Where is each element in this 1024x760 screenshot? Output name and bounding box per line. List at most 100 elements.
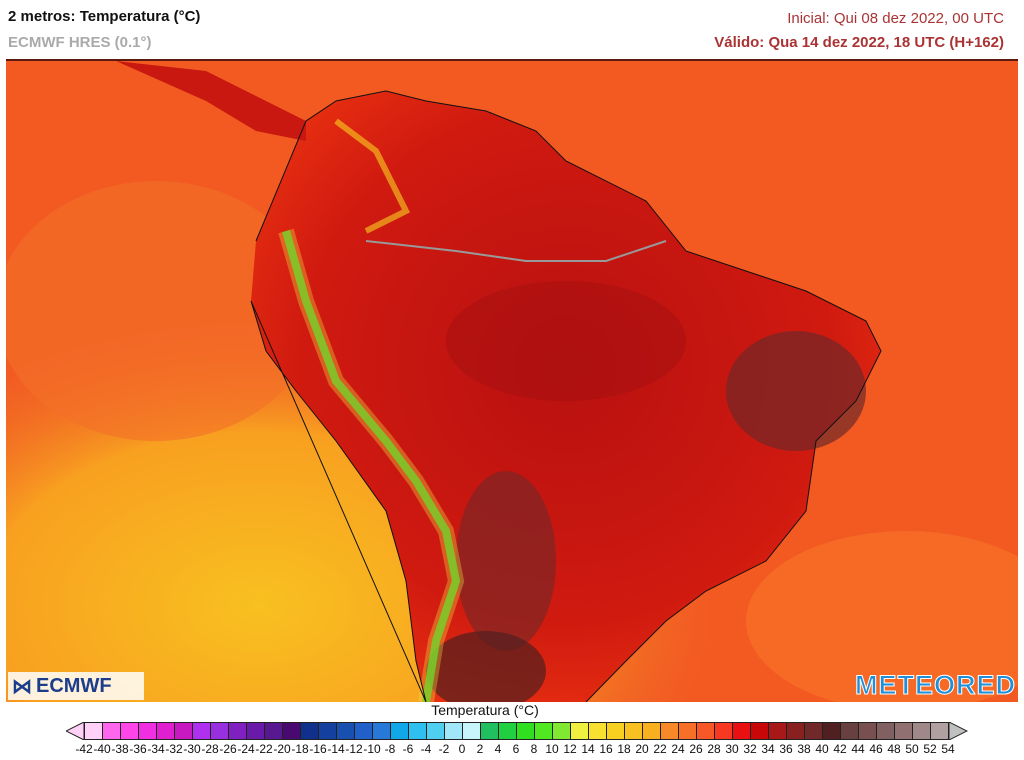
legend-label: 30 xyxy=(725,742,739,756)
legend-swatch xyxy=(769,723,787,739)
legend-label: 38 xyxy=(797,742,811,756)
legend-swatch xyxy=(715,723,733,739)
temperature-field xyxy=(6,61,1018,702)
legend-label: 26 xyxy=(689,742,703,756)
legend-swatch xyxy=(139,723,157,739)
legend-swatch xyxy=(103,723,121,739)
legend-label: -10 xyxy=(363,742,381,756)
legend-label: -16 xyxy=(309,742,327,756)
legend-label: 34 xyxy=(761,742,775,756)
legend-label: 46 xyxy=(869,742,883,756)
legend-label: 6 xyxy=(512,742,520,756)
legend-label: -20 xyxy=(273,742,291,756)
legend-label: 2 xyxy=(476,742,484,756)
legend-bar xyxy=(84,722,949,740)
legend-swatch xyxy=(607,723,625,739)
meteored-logo: METEORED xyxy=(854,670,1016,701)
legend-swatch xyxy=(121,723,139,739)
legend-over-arrow xyxy=(949,722,968,740)
legend-swatch xyxy=(517,723,535,739)
legend-swatch xyxy=(841,723,859,739)
legend-swatch xyxy=(193,723,211,739)
temperature-map[interactable] xyxy=(6,59,1018,702)
legend-swatch xyxy=(211,723,229,739)
legend-label: 32 xyxy=(743,742,757,756)
legend-swatch xyxy=(553,723,571,739)
legend-label: -2 xyxy=(438,742,450,756)
legend-label: -14 xyxy=(327,742,345,756)
legend-label: 12 xyxy=(563,742,577,756)
legend-swatch xyxy=(643,723,661,739)
legend-swatch xyxy=(805,723,823,739)
legend-label: -18 xyxy=(291,742,309,756)
legend-swatch xyxy=(733,723,751,739)
legend-label: 0 xyxy=(458,742,466,756)
legend-swatch xyxy=(697,723,715,739)
legend-label: 52 xyxy=(923,742,937,756)
legend-label: -8 xyxy=(384,742,396,756)
legend-label: 28 xyxy=(707,742,721,756)
legend-label: -12 xyxy=(345,742,363,756)
legend-swatch xyxy=(265,723,283,739)
legend-label: -36 xyxy=(129,742,147,756)
legend-swatch xyxy=(859,723,877,739)
legend-swatch xyxy=(445,723,463,739)
legend-label: 18 xyxy=(617,742,631,756)
ecmwf-logo-text: ECMWF xyxy=(36,674,112,697)
ecmwf-emblem-icon: ⋈ xyxy=(12,675,32,698)
legend-label: 14 xyxy=(581,742,595,756)
legend-swatch xyxy=(247,723,265,739)
legend-label: -24 xyxy=(237,742,255,756)
legend-swatch xyxy=(283,723,301,739)
legend-label: -30 xyxy=(183,742,201,756)
valid-time: Válido: Qua 14 dez 2022, 18 UTC (H+162) xyxy=(714,34,1004,51)
legend-swatch xyxy=(877,723,895,739)
legend-label: 10 xyxy=(545,742,559,756)
legend-swatch xyxy=(229,723,247,739)
legend-swatch xyxy=(463,723,481,739)
legend-label: 16 xyxy=(599,742,613,756)
legend-label: 22 xyxy=(653,742,667,756)
legend-swatch xyxy=(661,723,679,739)
legend-label: -6 xyxy=(402,742,414,756)
legend-label: -28 xyxy=(201,742,219,756)
legend-label: 36 xyxy=(779,742,793,756)
legend-label: 40 xyxy=(815,742,829,756)
legend-label: 24 xyxy=(671,742,685,756)
legend-label: -40 xyxy=(93,742,111,756)
legend-label: 48 xyxy=(887,742,901,756)
legend-swatch xyxy=(679,723,697,739)
legend-swatch xyxy=(787,723,805,739)
legend-label: -42 xyxy=(75,742,93,756)
legend-title: Temperatura (°C) xyxy=(431,702,539,718)
legend-label: -32 xyxy=(165,742,183,756)
legend-swatch xyxy=(301,723,319,739)
legend-swatch xyxy=(85,723,103,739)
legend-label: -4 xyxy=(420,742,432,756)
legend-swatch xyxy=(895,723,913,739)
legend-label: 44 xyxy=(851,742,865,756)
legend-label: -26 xyxy=(219,742,237,756)
map-title: 2 metros: Temperatura (°C) xyxy=(8,8,201,25)
legend-swatch xyxy=(355,723,373,739)
legend-label: -22 xyxy=(255,742,273,756)
legend-swatch xyxy=(319,723,337,739)
legend-swatch xyxy=(913,723,931,739)
model-name: ECMWF HRES (0.1°) xyxy=(8,34,152,51)
legend-swatch xyxy=(409,723,427,739)
legend-swatch xyxy=(391,723,409,739)
legend-swatch xyxy=(157,723,175,739)
legend-under-arrow xyxy=(66,722,85,740)
ecmwf-logo: ⋈ ECMWF xyxy=(8,672,144,700)
legend-swatch xyxy=(499,723,517,739)
legend-swatch xyxy=(571,723,589,739)
legend-swatch xyxy=(481,723,499,739)
legend-label: 4 xyxy=(494,742,502,756)
legend-label: -38 xyxy=(111,742,129,756)
legend-label: -34 xyxy=(147,742,165,756)
legend-swatch xyxy=(535,723,553,739)
initial-time: Inicial: Qui 08 dez 2022, 00 UTC xyxy=(787,10,1004,27)
legend-swatch xyxy=(427,723,445,739)
legend-swatch xyxy=(931,723,948,739)
legend-swatch xyxy=(373,723,391,739)
